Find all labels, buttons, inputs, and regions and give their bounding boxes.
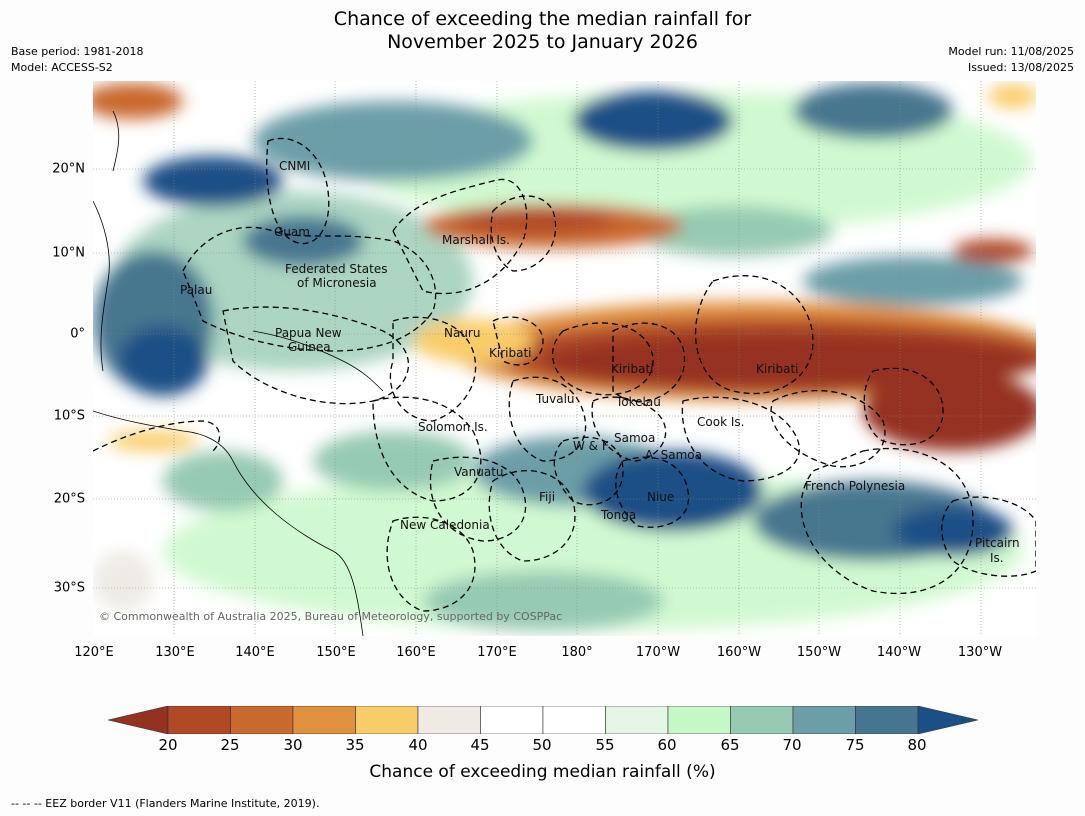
colorbar-segment [730, 706, 794, 734]
x-tick-label: 150°W [796, 645, 842, 660]
colorbar-tick: 35 [345, 736, 365, 754]
colorbar-segment [542, 706, 606, 734]
region-label-nauru: Nauru [444, 326, 481, 340]
y-tick-label: 0° [70, 326, 85, 342]
colorbar-tick: 20 [158, 736, 178, 754]
x-tick-label: 180° [561, 645, 593, 660]
region-label-kiribati-east: Kiribati [756, 362, 799, 376]
colorbar-segment [167, 706, 231, 734]
y-tick-label: 10°S [53, 408, 85, 424]
region-label-vanuatu: Vanuatu [454, 465, 504, 479]
colorbar-segment [230, 706, 294, 734]
colorbar-tick: 25 [220, 736, 240, 754]
x-tick-label: 140°E [235, 645, 275, 660]
base-period: Base period: 1981-2018 [11, 45, 144, 58]
colorbar-segment [417, 706, 481, 734]
region-label-solomon: Solomon Is. [418, 420, 488, 434]
region-label-kiribati-central: Kiribati [611, 362, 654, 376]
title-line-1: Chance of exceeding the median rainfall … [333, 8, 752, 30]
y-tick-label: 10°N [52, 245, 85, 261]
region-label-tuvalu: Tuvalu [536, 392, 575, 406]
model-name: Model: ACCESS-S2 [11, 61, 113, 74]
region-label-marshall: Marshall Is. [442, 233, 510, 247]
colorbar-segment [292, 706, 356, 734]
colorbar-extend-low [108, 706, 169, 734]
x-tick-label: 130°E [155, 645, 195, 660]
region-label-fsm-1: Federated States [285, 262, 388, 276]
meta-left: Base period: 1981-2018 Model: ACCESS-S2 [11, 44, 143, 76]
region-label-pitcairn-1: Pitcairn [975, 536, 1020, 550]
region-label-fsm-2: of Micronesia [297, 276, 377, 290]
eez-footnote: -- -- -- EEZ border V11 (Flanders Marine… [11, 797, 320, 810]
colorbar-tick: 55 [595, 736, 615, 754]
region-label-png-1: Papua New [275, 326, 342, 340]
region-label-cnmi: CNMI [279, 159, 311, 173]
colorbar-tick: 60 [657, 736, 677, 754]
region-label-guam: Guam [274, 225, 310, 239]
colorbar-tick: 75 [845, 736, 865, 754]
region-label-kiribati-west: Kiribati [489, 346, 532, 360]
colorbar-tick: 65 [720, 736, 740, 754]
probability-field [93, 83, 1036, 631]
region-label-pitcairn-2: Is. [990, 551, 1004, 565]
region-label-new-caledonia: New Caledonia [400, 518, 490, 532]
model-run: Model run: 11/08/2025 [948, 45, 1074, 58]
x-tick-label: 140°W [876, 645, 922, 660]
meta-right: Model run: 11/08/2025 Issued: 13/08/2025 [948, 44, 1074, 76]
colorbar-segment [605, 706, 669, 734]
colorbar [108, 706, 978, 734]
coastlines [93, 110, 384, 636]
copyright-notice: © Commonwealth of Australia 2025, Bureau… [99, 610, 563, 623]
title-line-2: November 2025 to January 2026 [387, 31, 698, 53]
gridlines [93, 81, 1036, 636]
x-tick-label: 160°E [396, 645, 436, 660]
x-tick-label: 170°W [635, 645, 681, 660]
region-label-palau: Palau [180, 283, 213, 297]
x-tick-label: 160°W [716, 645, 762, 660]
colorbar-tick: 80 [907, 736, 927, 754]
region-label-american-samoa: A. Samoa [645, 448, 702, 462]
colorbar-label: Chance of exceeding median rainfall (%) [369, 762, 716, 782]
rainfall-map [93, 81, 1036, 636]
colorbar-tick: 30 [283, 736, 303, 754]
colorbar-segment [792, 706, 856, 734]
x-tick-label: 120°E [74, 645, 114, 660]
region-label-cook: Cook Is. [697, 415, 745, 429]
y-tick-label: 20°N [52, 161, 85, 177]
issued-date: Issued: 13/08/2025 [967, 61, 1074, 74]
region-label-fiji: Fiji [539, 490, 556, 504]
region-label-tokelau: Tokelau [616, 395, 661, 409]
region-label-wallis-futuna: W & F [573, 439, 609, 453]
region-label-tonga: Tonga [601, 508, 637, 522]
colorbar-segment [855, 706, 919, 734]
region-label-samoa: Samoa [614, 431, 656, 445]
x-tick-label: 170°E [477, 645, 517, 660]
colorbar-tick: 70 [782, 736, 802, 754]
x-tick-label: 130°W [957, 645, 1003, 660]
y-tick-label: 30°S [53, 580, 85, 596]
region-label-niue: Niue [647, 490, 675, 504]
x-tick-label: 150°E [316, 645, 356, 660]
colorbar-tick: 40 [408, 736, 428, 754]
colorbar-segment [355, 706, 419, 734]
colorbar-extend-high [917, 706, 978, 734]
colorbar-segment [667, 706, 731, 734]
chart-title: Chance of exceeding the median rainfall … [0, 8, 1085, 54]
y-tick-label: 20°S [53, 491, 85, 507]
colorbar-tick: 45 [470, 736, 490, 754]
region-label-png-2: Guinea [288, 340, 331, 354]
eez-borders [93, 137, 1036, 612]
colorbar-segment [480, 706, 544, 734]
colorbar-tick: 50 [532, 736, 552, 754]
region-label-french-polynesia: French Polynesia [805, 479, 906, 493]
